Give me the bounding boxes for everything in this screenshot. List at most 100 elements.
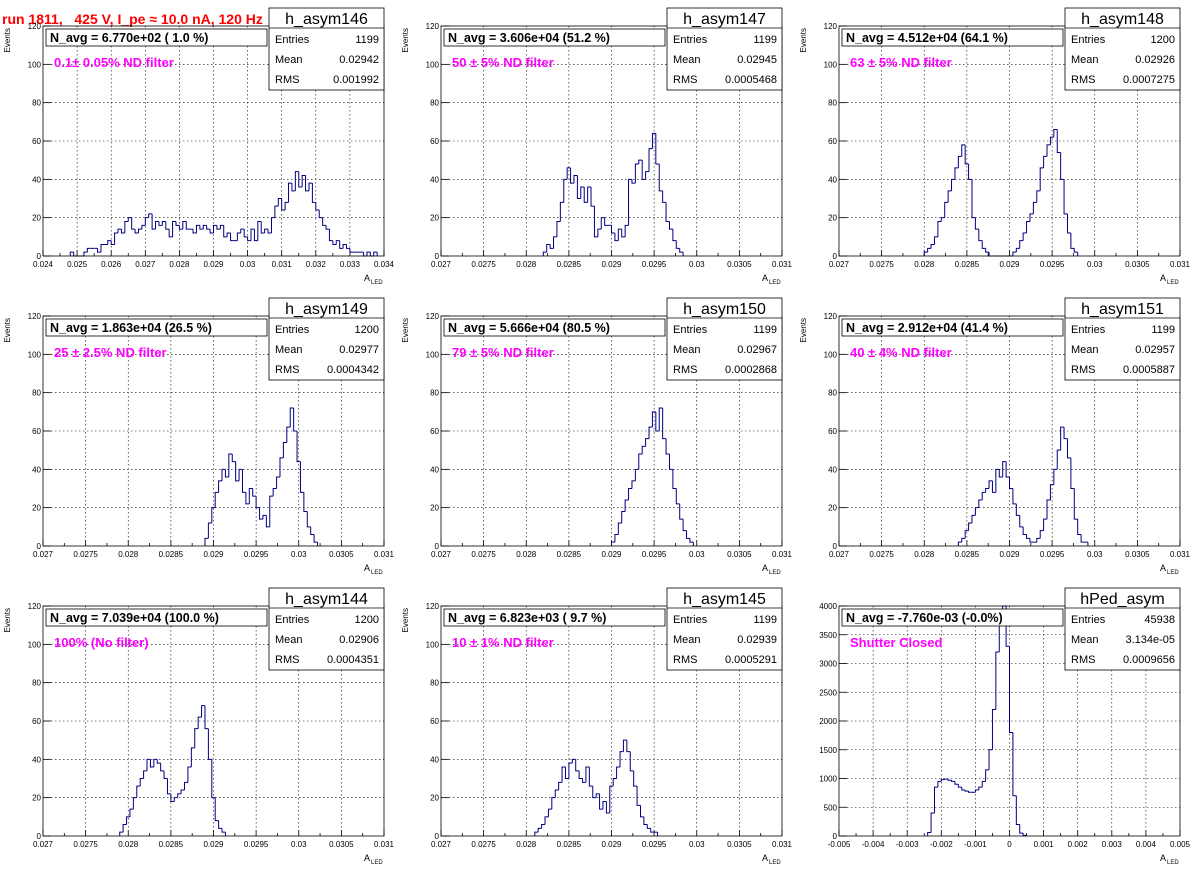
histogram-bin	[1015, 247, 1020, 253]
histogram-bin	[923, 251, 928, 256]
x-axis-label: A	[364, 853, 370, 863]
histogram-bin	[576, 175, 581, 199]
y-axis-label: Events	[401, 318, 410, 342]
histogram-bin	[286, 426, 291, 443]
y-tick-label: 120	[824, 22, 838, 31]
histogram-bin	[537, 827, 542, 833]
histogram-bin	[549, 244, 554, 249]
x-axis-label: A	[364, 563, 370, 573]
y-tick-label: 80	[828, 389, 837, 398]
stats-label: Entries	[673, 614, 708, 626]
x-tick-label: 0.03	[689, 550, 705, 559]
histogram-bin	[1026, 221, 1030, 233]
y-tick-label: 100	[426, 640, 440, 649]
histogram-bin	[575, 759, 580, 772]
stats-value: 1200	[1151, 34, 1175, 46]
y-tick-label: 120	[426, 22, 440, 31]
histogram-bin	[614, 233, 619, 242]
y-tick-label: 0	[833, 542, 838, 551]
histogram-bin	[648, 148, 653, 172]
y-tick-label: 0	[37, 832, 42, 841]
stats-label: Mean	[275, 344, 303, 356]
histogram-bin	[648, 426, 653, 439]
y-tick-label: 100	[28, 350, 42, 359]
x-axis-label: A	[1160, 853, 1166, 863]
histogram-panel-h_asym148: 0.027 0.0275 0.028 0.0285 0.029 0.0295 0.03 0.0…	[796, 2, 1194, 292]
stats-label: RMS	[1071, 654, 1095, 666]
y-tick-label: 0	[37, 252, 42, 261]
histogram-bin	[139, 778, 144, 787]
x-tick-label: 0.031	[374, 840, 395, 849]
histogram-bin	[1056, 449, 1061, 470]
stats-value: 0.0005468	[725, 74, 777, 86]
histogram-bin	[345, 244, 350, 249]
histogram-bin	[218, 820, 223, 829]
histogram-svg: 0.027 0.0275 0.028 0.0285 0.029 0.0295 0.03 0.0…	[401, 297, 793, 576]
x-tick-label: 0.0285	[557, 840, 582, 849]
y-tick-label: 40	[430, 755, 439, 764]
x-tick-label: 0.0295	[642, 260, 667, 269]
stats-value: 0.0005887	[1123, 364, 1175, 376]
y-tick-label: 1500	[819, 746, 837, 755]
histogram-bin	[985, 488, 990, 493]
histogram-bin	[628, 178, 632, 226]
stats-label: RMS	[673, 364, 697, 376]
histogram-bin	[155, 221, 159, 230]
histogram-bin	[209, 229, 214, 234]
x-axis-label: A	[762, 273, 768, 283]
histogram-bin	[318, 210, 323, 219]
histogram-bin	[1022, 833, 1027, 836]
stats-value: 0.0004351	[327, 654, 379, 666]
stats-value: 1199	[753, 34, 777, 46]
y-tick-label: 40	[828, 175, 837, 184]
y-tick-label: 20	[430, 794, 439, 803]
navg-label: N_avg = 6.770e+02 ( 1.0 %)	[50, 31, 208, 45]
histogram-panel-h_asym147: 0.027 0.0275 0.028 0.0285 0.029 0.0295 0.03 0.0…	[398, 2, 796, 292]
x-tick-label: 0.0295	[642, 840, 667, 849]
histogram-bin	[621, 229, 626, 238]
histogram-bin	[274, 205, 279, 218]
x-axis-label-sub: LED	[1167, 280, 1179, 286]
navg-label: N_avg = 2.912e+04 (41.4 %)	[846, 321, 1008, 335]
histogram-bin	[178, 225, 183, 230]
navg-label: N_avg = 3.606e+04 (51.2 %)	[448, 31, 610, 45]
histogram-bin	[634, 468, 639, 481]
histogram-bin	[672, 229, 677, 242]
histogram-bin	[165, 221, 170, 230]
stats-value: 0.02939	[737, 634, 777, 646]
x-tick-label: 0.027	[431, 550, 452, 559]
histogram-bin	[153, 758, 158, 767]
histogram-bin	[241, 469, 246, 493]
histogram-bin	[267, 229, 272, 234]
navg-label: N_avg = -7.760e-03 (-0.0%)	[846, 611, 1003, 625]
filter-note: 63 ± 5% ND filter	[850, 55, 952, 70]
histogram-bin	[1005, 461, 1010, 478]
stats-value: 0.02945	[737, 54, 777, 66]
histogram-bin	[213, 224, 217, 233]
histogram-bin	[629, 751, 634, 772]
histogram-bin	[609, 785, 614, 813]
y-tick-label: 0	[833, 832, 838, 841]
histogram-bin	[981, 780, 986, 788]
histogram-bin	[1070, 233, 1075, 249]
y-tick-label: 60	[430, 137, 439, 146]
y-tick-label: 60	[430, 427, 439, 436]
histogram-bin	[170, 793, 175, 802]
histogram-bin	[289, 407, 294, 428]
histogram-bin	[151, 213, 156, 230]
histogram-bin	[69, 251, 74, 256]
histogram-bin	[643, 816, 648, 825]
histogram-bin	[73, 252, 78, 257]
histogram-bin	[281, 198, 286, 211]
histogram-bin	[1077, 519, 1082, 535]
histogram-bin	[86, 247, 91, 253]
histogram-bin	[668, 221, 673, 230]
histogram-bin	[219, 224, 224, 230]
y-tick-label: 500	[824, 803, 838, 812]
histogram-bin	[1043, 518, 1048, 531]
y-axis-label: Events	[3, 28, 12, 52]
histogram-bin	[240, 228, 245, 233]
y-tick-label: 120	[426, 602, 440, 611]
histogram-bin	[126, 816, 130, 825]
histogram-bin	[600, 217, 605, 230]
